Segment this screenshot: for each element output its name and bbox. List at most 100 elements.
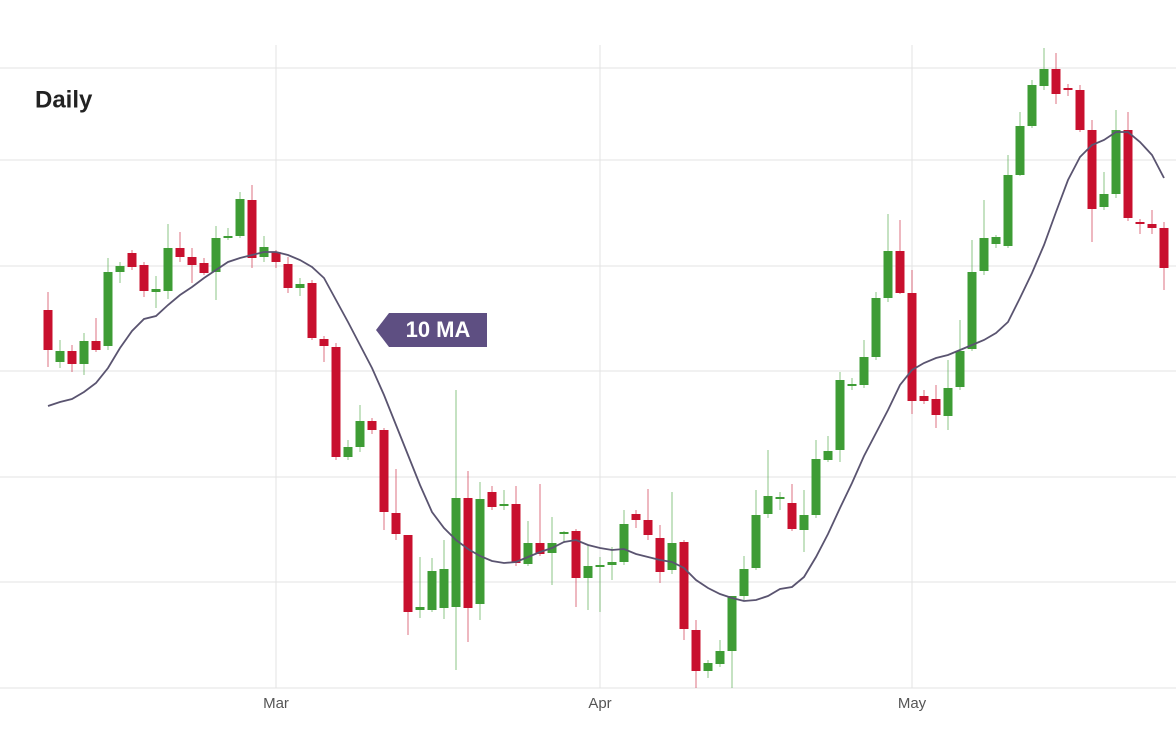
candle-body	[451, 498, 461, 607]
candle-body	[931, 399, 941, 415]
candle-body	[895, 251, 905, 293]
candle-body	[535, 543, 545, 554]
candle-body	[775, 497, 785, 499]
candle-body	[223, 236, 233, 238]
candle-body	[799, 515, 809, 530]
candle-body	[595, 565, 605, 567]
candle-body	[1027, 85, 1037, 126]
candle-body	[115, 266, 125, 272]
candle-body	[1075, 90, 1085, 130]
candle-body	[559, 532, 569, 534]
candle-body	[43, 310, 53, 350]
candle-body	[367, 421, 377, 430]
candle-body	[715, 651, 725, 664]
candle-body	[403, 535, 413, 612]
candle-body	[919, 396, 929, 401]
candle-body	[307, 283, 317, 338]
candle-body	[199, 263, 209, 273]
x-tick-label: Mar	[263, 695, 289, 712]
candle-body	[1135, 222, 1145, 224]
candle-body	[835, 380, 845, 450]
ma-label: 10 MA	[406, 317, 471, 342]
candle-body	[787, 503, 797, 529]
candle-body	[1099, 194, 1109, 207]
candle-body	[187, 257, 197, 265]
candle-body	[703, 663, 713, 671]
candle-body	[163, 248, 173, 291]
candle-body	[343, 447, 353, 457]
candle-body	[475, 499, 485, 604]
candle-body	[379, 430, 389, 512]
candle-body	[295, 284, 305, 288]
x-tick-label: Apr	[588, 695, 611, 712]
candle-body	[331, 347, 341, 457]
candle-body	[283, 264, 293, 288]
candle-body	[1039, 69, 1049, 86]
candle-body	[1003, 175, 1013, 246]
candle-body	[103, 272, 113, 346]
candle-body	[211, 238, 221, 272]
candle-body	[991, 237, 1001, 244]
candle-body	[955, 351, 965, 387]
candle-body	[1147, 224, 1157, 228]
candle-body	[391, 513, 401, 534]
candle-body	[943, 388, 953, 416]
candle-body	[823, 451, 833, 460]
candle-body	[499, 504, 509, 506]
candle-body	[583, 566, 593, 578]
candle-body	[91, 341, 101, 350]
candle-body	[127, 253, 137, 267]
candle-body	[847, 384, 857, 386]
candle-body	[427, 571, 437, 610]
candle-body	[1123, 130, 1133, 218]
candle-body	[811, 459, 821, 515]
candle-body	[79, 341, 89, 364]
candle-body	[487, 492, 497, 507]
candle-body	[691, 630, 701, 671]
candle-body	[739, 569, 749, 596]
grid	[0, 45, 1176, 689]
candle-body	[415, 607, 425, 610]
candle-body	[1063, 88, 1073, 90]
candle-body	[871, 298, 881, 357]
chart-title: Daily	[35, 86, 93, 113]
candle-body	[967, 272, 977, 349]
x-tick-label: May	[898, 695, 927, 712]
candle-body	[1159, 228, 1169, 268]
candle-body	[571, 531, 581, 578]
candle-body	[655, 538, 665, 572]
candle-body	[727, 596, 737, 651]
candles	[43, 48, 1169, 688]
candle-body	[55, 351, 65, 362]
candle-body	[1051, 69, 1061, 94]
candle-body	[523, 543, 533, 564]
candle-body	[235, 199, 245, 236]
candle-body	[907, 293, 917, 401]
candle-body	[667, 543, 677, 570]
moving-average	[47, 131, 1165, 602]
candle-body	[979, 238, 989, 271]
candle-body	[763, 496, 773, 514]
candle-body	[67, 351, 77, 364]
candle-body	[643, 520, 653, 535]
candle-body	[151, 289, 161, 292]
candle-body	[607, 562, 617, 565]
candle-body	[247, 200, 257, 258]
candle-body	[271, 252, 281, 262]
candle-body	[355, 421, 365, 447]
candle-body	[619, 524, 629, 562]
candle-body	[631, 514, 641, 520]
candle-body	[1087, 130, 1097, 209]
ma-label-tag	[376, 313, 487, 347]
candle-body	[1015, 126, 1025, 175]
ma-line	[47, 131, 1165, 602]
candle-body	[751, 515, 761, 568]
candle-body	[1111, 130, 1121, 194]
candle-body	[319, 339, 329, 346]
candle-body	[139, 265, 149, 291]
candle-body	[511, 504, 521, 563]
candle-body	[463, 498, 473, 608]
candle-body	[175, 248, 185, 257]
